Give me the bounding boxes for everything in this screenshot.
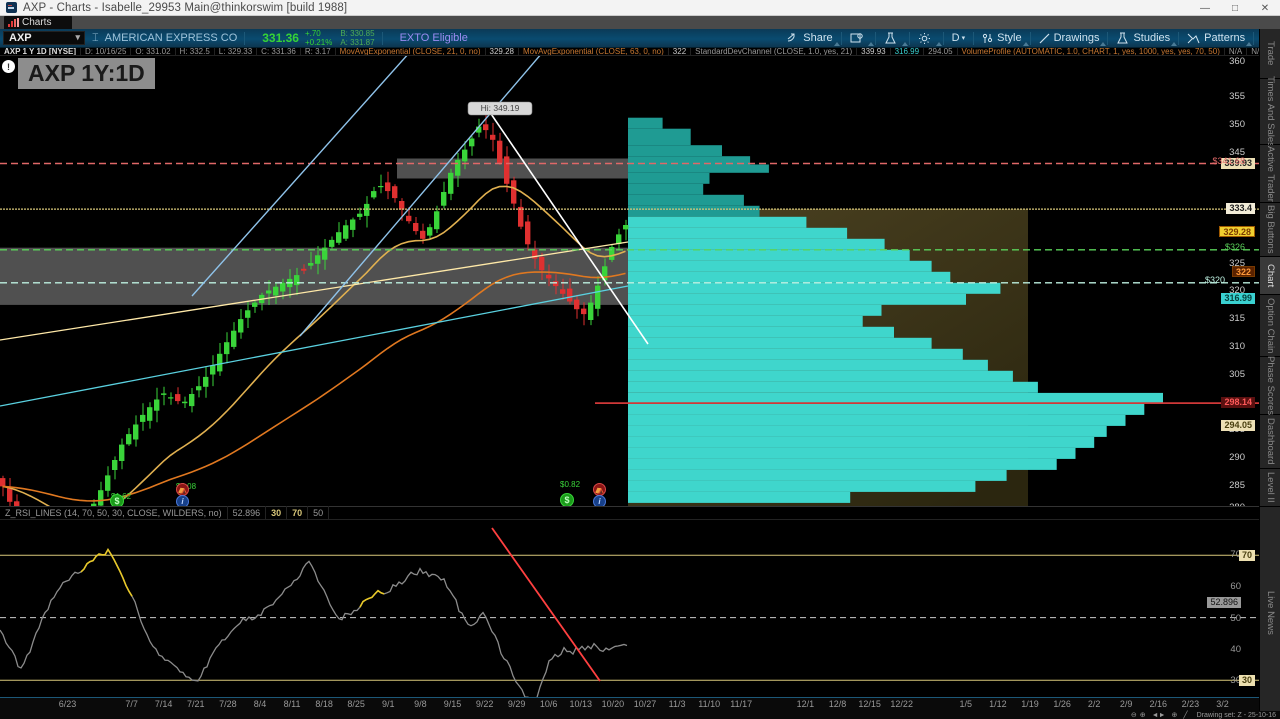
svg-text:Hi: 349.19: Hi: 349.19 bbox=[481, 103, 520, 113]
